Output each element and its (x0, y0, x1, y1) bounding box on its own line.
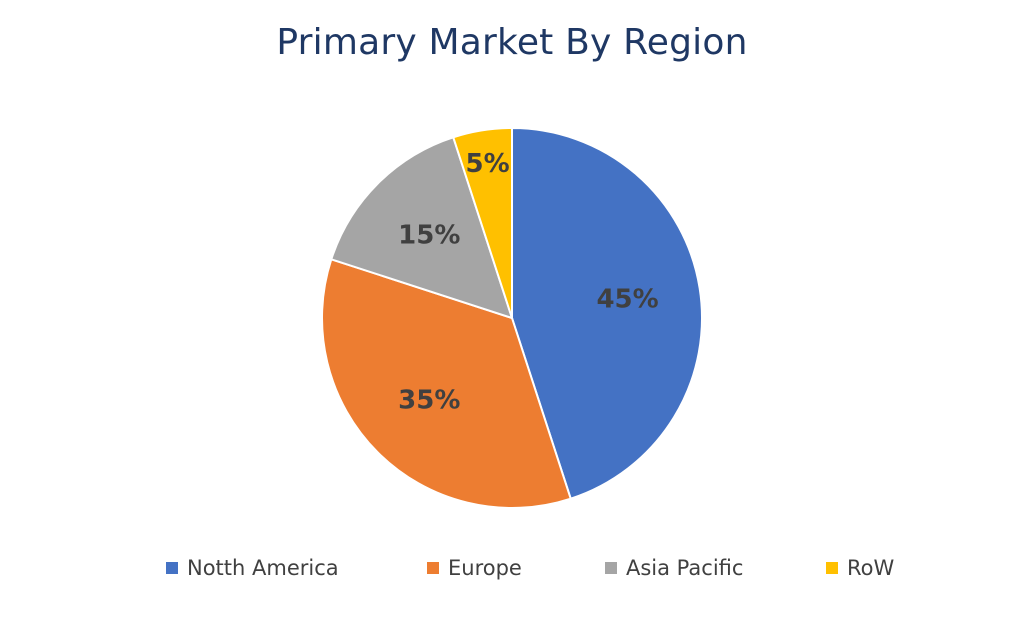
pie-slice-north-america (511, 127, 703, 500)
pie-slice-asia-pacific (330, 136, 513, 319)
chart-title: Primary Market By Region (276, 22, 748, 63)
pie-slices (321, 127, 703, 509)
data-label-north-america: 45% (596, 285, 658, 315)
legend-label-europe: Europe (448, 556, 522, 580)
legend-item-north-america: Notth America (166, 554, 339, 582)
legend-item-europe: Europe (427, 554, 522, 582)
legend-swatch-europe (427, 562, 439, 574)
data-label-row: 5% (466, 149, 510, 179)
legend-swatch-north-america (166, 562, 178, 574)
legend-label-asia-pacific: Asia Pacific (626, 556, 744, 580)
legend-swatch-asia-pacific (605, 562, 617, 574)
data-label-europe: 35% (398, 386, 460, 416)
legend-label-row: RoW (847, 556, 895, 580)
legend-item-row: RoW (826, 554, 894, 582)
legend-label-north-america: Notth America (187, 556, 339, 580)
pie-slice-europe (321, 258, 572, 509)
chart-legend: Notth America Europe Asia Pacific RoW (0, 554, 1024, 582)
legend-item-asia-pacific: Asia Pacific (605, 554, 743, 582)
pie-data-labels: 45% 35% 15% 5% (398, 149, 659, 416)
legend-swatch-row (826, 562, 838, 574)
data-label-asia-pacific: 15% (398, 220, 460, 250)
pie-slice-row (452, 127, 513, 319)
